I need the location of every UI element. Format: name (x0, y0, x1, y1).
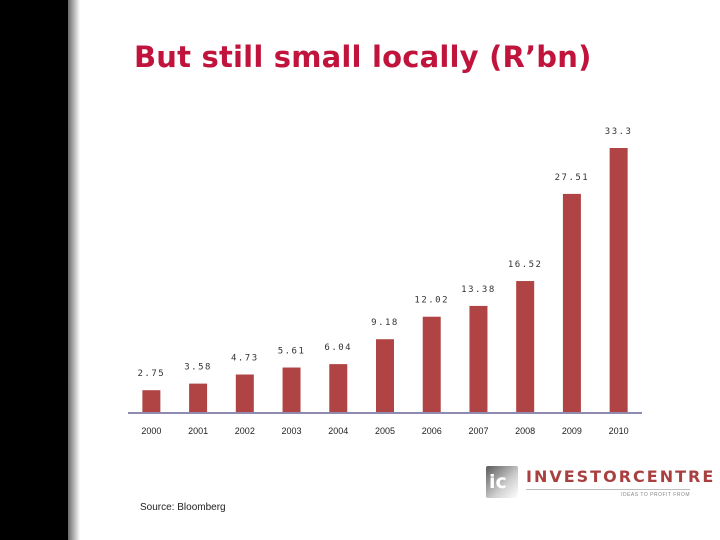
x-tick-2006: 2006 (422, 426, 442, 436)
x-tick-2000: 2000 (141, 426, 161, 436)
data-label-2000: 2.75 (138, 369, 166, 379)
bar-2003 (282, 367, 301, 412)
x-tick-2002: 2002 (235, 426, 255, 436)
x-tick-2009: 2009 (562, 426, 582, 436)
source-note: Source: Bloomberg (140, 502, 226, 513)
data-label-2002: 4.73 (231, 354, 259, 364)
data-label-2001: 3.58 (184, 363, 212, 373)
bar-2009 (562, 193, 581, 412)
slide-title: But still small locally (R’bn) (134, 40, 592, 74)
x-tick-2005: 2005 (375, 426, 395, 436)
x-tick-2008: 2008 (515, 426, 535, 436)
bar-2005 (376, 339, 394, 412)
x-tick-2003: 2003 (282, 426, 302, 436)
investorcentre-logo: ic INVESTORCENTRE IDEAS TO PROFIT FROM (486, 466, 713, 506)
data-label-2005: 9.18 (371, 318, 399, 328)
bar-2008 (516, 281, 535, 412)
bar-2000 (142, 390, 161, 412)
left-decor-gradient (68, 0, 80, 540)
x-tick-2004: 2004 (328, 426, 348, 436)
logo-divider (526, 489, 690, 490)
logo-tagline: IDEAS TO PROFIT FROM (621, 492, 690, 498)
data-label-2008: 16.52 (508, 260, 543, 270)
data-label-2010: 33.3 (605, 127, 633, 137)
bar-2006 (422, 316, 441, 412)
data-label-2007: 13.38 (461, 285, 496, 295)
x-tick-2010: 2010 (609, 426, 629, 436)
data-label-2003: 5.61 (278, 347, 306, 357)
x-tick-2001: 2001 (188, 426, 208, 436)
bar-2004 (329, 364, 348, 412)
bar-2010 (609, 148, 628, 412)
bar-2001 (189, 383, 208, 412)
x-tick-2007: 2007 (468, 426, 488, 436)
bar-2007 (469, 305, 488, 412)
data-label-2006: 12.02 (414, 296, 449, 306)
logo-name: INVESTORCENTRE (526, 467, 716, 486)
left-decor-bar (0, 0, 68, 540)
logo-mark-icon: ic (486, 466, 518, 498)
data-label-2009: 27.51 (555, 173, 590, 183)
bar-2002 (235, 374, 254, 412)
data-label-2004: 6.04 (324, 343, 352, 353)
